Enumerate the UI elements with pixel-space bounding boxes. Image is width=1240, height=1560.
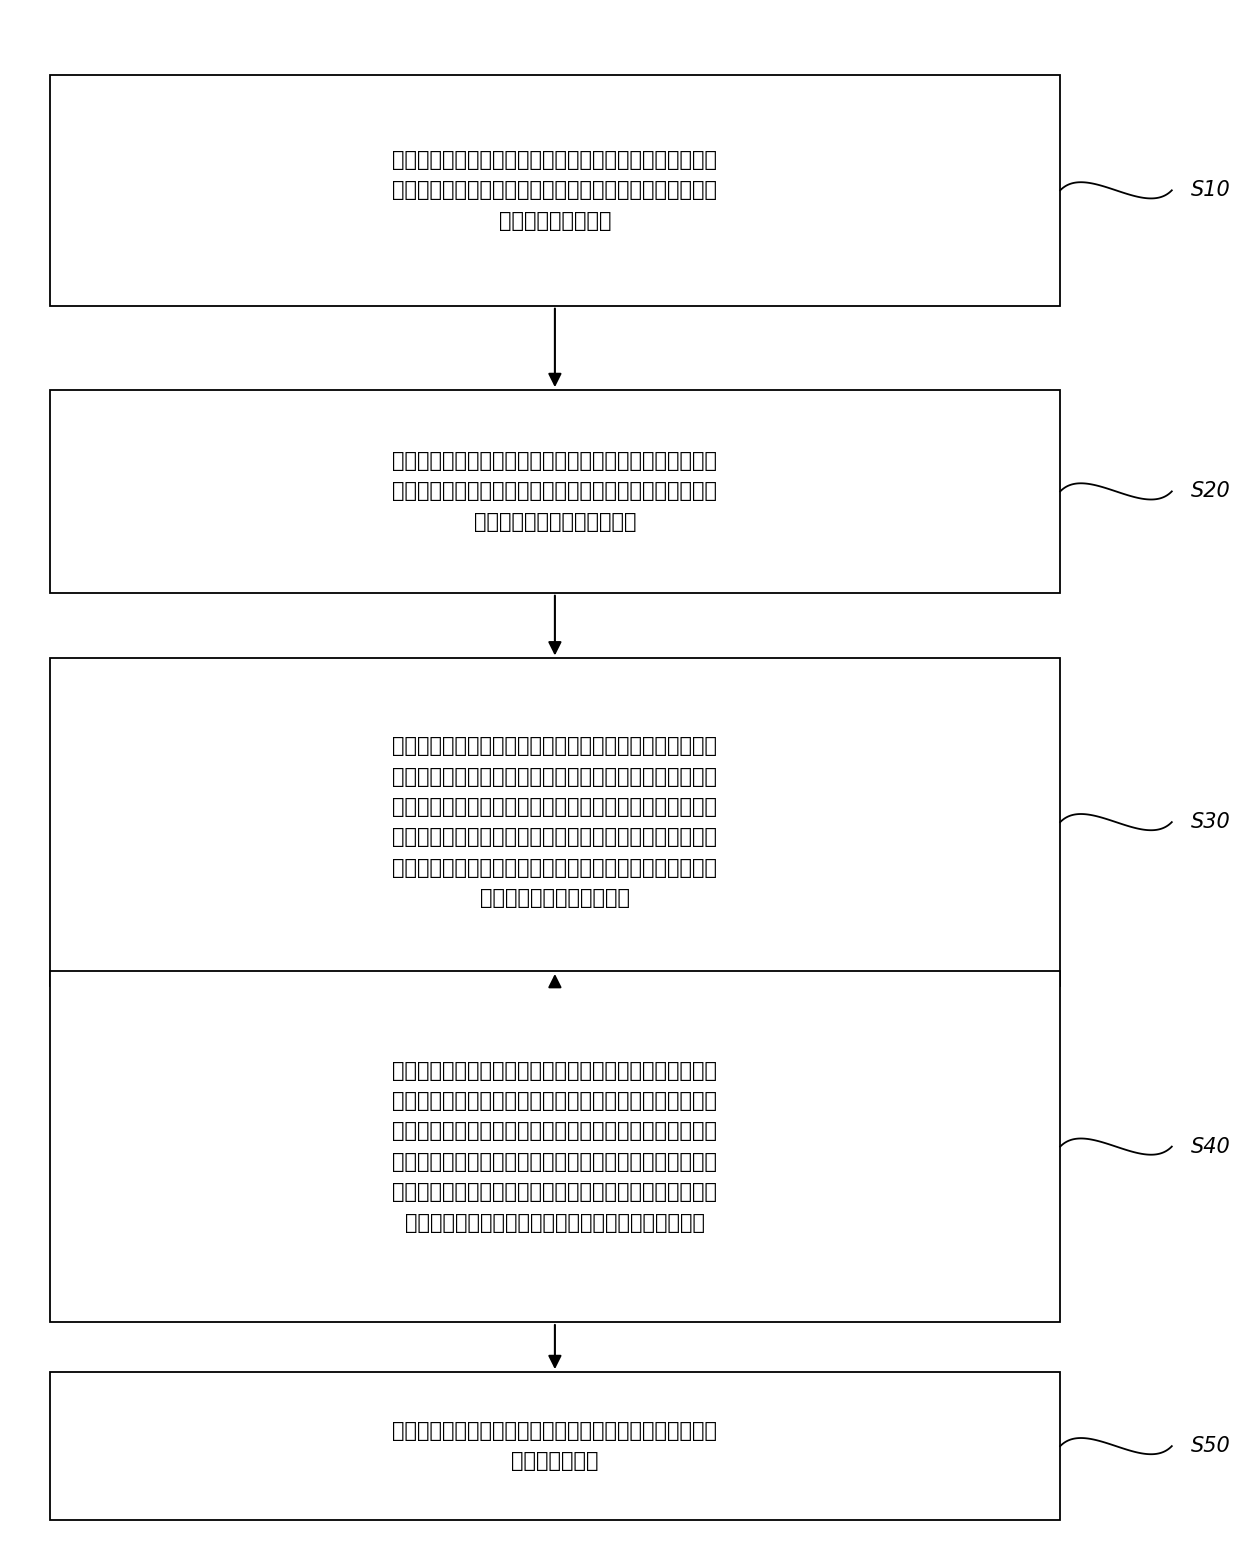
Text: S40: S40 xyxy=(1190,1137,1230,1156)
Text: S10: S10 xyxy=(1190,181,1230,200)
Text: 根据预设的第一校正量，对激光打标设备的调焦镜片与定位
零点之间的距离进行粗调，并获取粗调之后与各所述图形分
布位置对应的第一已打标图形: 根据预设的第一校正量，对激光打标设备的调焦镜片与定位 零点之间的距离进行粗调，并… xyxy=(392,451,718,532)
Text: S50: S50 xyxy=(1190,1437,1230,1455)
FancyBboxPatch shape xyxy=(50,1373,1060,1519)
Text: 在与各所述图形分布位置对应的所述第一已打标图形中，确
认与所述待确定焦点位置对应的所述第一已打标图形的第一
图形参数最佳时，根据预设的第二校正量，对激光打标设备: 在与各所述图形分布位置对应的所述第一已打标图形中，确 认与所述待确定焦点位置对应… xyxy=(392,736,718,908)
Text: 根据所述焦点补偿量将所述调焦镜片调节至所述待确定焦点
位置的焦点位置: 根据所述焦点补偿量将所述调焦镜片调节至所述待确定焦点 位置的焦点位置 xyxy=(392,1421,718,1471)
Text: S30: S30 xyxy=(1190,813,1230,831)
FancyBboxPatch shape xyxy=(50,970,1060,1321)
FancyBboxPatch shape xyxy=(50,75,1060,306)
Text: S20: S20 xyxy=(1190,482,1230,501)
FancyBboxPatch shape xyxy=(50,390,1060,593)
Text: 确定打标平面上与打标图形对应的至少一个图形分布位置；
其中，所有所述图形分布位置中的其中一个所述图形分布位
置为待确定焦点位置: 确定打标平面上与打标图形对应的至少一个图形分布位置； 其中，所有所述图形分布位置… xyxy=(392,150,718,231)
FancyBboxPatch shape xyxy=(50,658,1060,986)
Text: 在确认与各所述图形分布位置对应的各所述第二已打标图形
的第二图形参数之间的差值均小于预设差值阈值，且与所述
待确定焦点位置对应的所述第二已打标图形的第二图形参数: 在确认与各所述图形分布位置对应的各所述第二已打标图形 的第二图形参数之间的差值均… xyxy=(392,1061,718,1232)
